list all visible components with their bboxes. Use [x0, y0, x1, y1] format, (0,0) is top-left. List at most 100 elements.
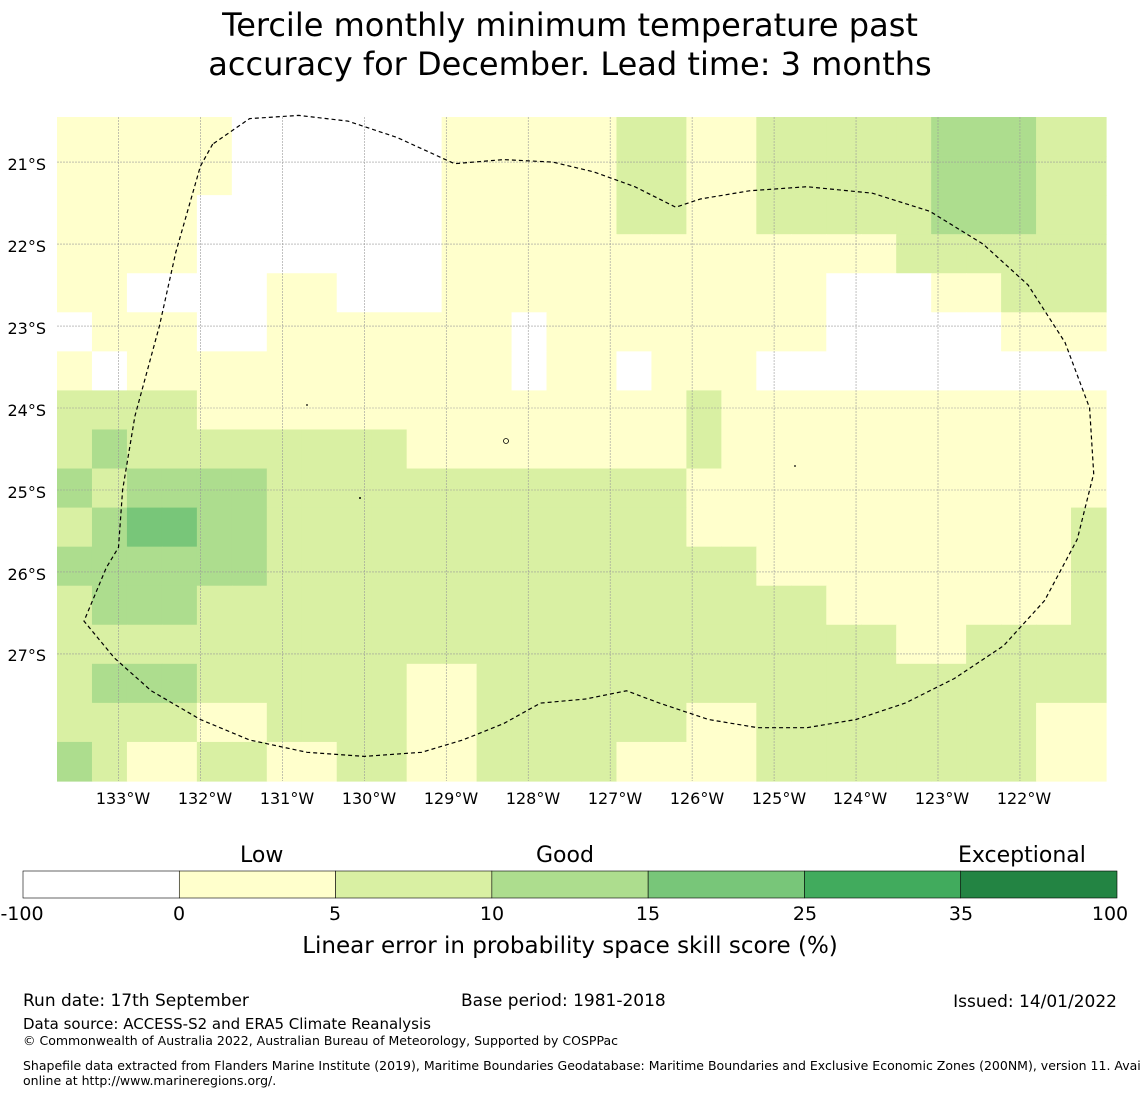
lat-label-21s: 21°S: [7, 155, 46, 174]
grid-cell: [1001, 429, 1037, 470]
grid-cell: [336, 195, 373, 235]
grid-cell: [861, 156, 897, 196]
grid-cell: [651, 429, 687, 470]
grid-cell: [651, 351, 687, 392]
grid-cell: [651, 741, 687, 782]
grid-cell: [966, 507, 1002, 548]
grid-cell: [931, 117, 967, 157]
grid-cell: [1001, 702, 1037, 743]
grid-cell: [826, 195, 862, 235]
grid-cell: [301, 546, 338, 587]
grid-cell: [441, 312, 478, 352]
grid-cell: [861, 546, 897, 587]
grid-cell: [616, 624, 653, 665]
grid-cell: [301, 312, 338, 352]
grid-cell: [476, 312, 513, 352]
grid-cell: [616, 234, 653, 274]
grid-cell: [266, 429, 303, 470]
grid-cell: [826, 741, 862, 782]
grid-cell: [126, 156, 163, 196]
grid-cell: [861, 117, 897, 157]
grid-cell: [91, 117, 128, 157]
chart-title: Tercile monthly minimum temperature past…: [0, 6, 1140, 84]
grid-cell: [721, 429, 757, 470]
grid-cell: [1036, 624, 1072, 665]
grid-cell: [161, 546, 198, 587]
grid-cell: [161, 234, 198, 274]
grid-cell: [266, 312, 303, 352]
grid-cell: [91, 390, 128, 431]
grid-cell: [931, 390, 967, 431]
grid-cell: [896, 195, 932, 235]
grid-cell: [511, 390, 548, 431]
grid-cell: [1036, 273, 1072, 313]
grid-cell: [161, 702, 198, 743]
grid-cell: [196, 195, 233, 235]
grid-cell: [441, 663, 478, 704]
grid-cell: [721, 624, 757, 665]
grid-cell: [581, 702, 618, 743]
grid-cell: [686, 390, 722, 431]
grid-cell: [861, 741, 897, 782]
grid-cell: [966, 273, 1002, 313]
grid-cell: [826, 468, 862, 509]
grid-cell: [301, 273, 338, 313]
grid-cell: [721, 156, 757, 196]
grid-cell: [406, 741, 443, 782]
grid-cell: [651, 468, 687, 509]
grid-cell: [371, 741, 408, 782]
grid-cell: [1036, 117, 1072, 157]
grid-cell: [721, 390, 757, 431]
chart-title-line-1: Tercile monthly minimum temperature past: [222, 6, 918, 44]
grid-cell: [931, 312, 967, 352]
grid-cell: [511, 468, 548, 509]
grid-cell: [546, 507, 583, 548]
grid-cell: [161, 741, 198, 782]
grid-cell: [616, 741, 653, 782]
grid-cell: [1071, 546, 1107, 587]
grid-cell: [1071, 702, 1107, 743]
grid-cell: [896, 741, 932, 782]
grid-cell: [686, 663, 722, 704]
grid-cell: [931, 507, 967, 548]
base-period: Base period: 1981-2018: [461, 991, 666, 1011]
grid-cell: [721, 507, 757, 548]
grid-cell: [196, 507, 233, 548]
grid-cell: [1036, 468, 1072, 509]
colorbar-tick: 0: [172, 903, 186, 925]
grid-cell: [301, 195, 338, 235]
grid-cell: [231, 429, 268, 470]
grid-cell: [441, 195, 478, 235]
grid-cell: [476, 156, 513, 196]
grid-cell: [896, 273, 932, 313]
grid-cell: [266, 741, 303, 782]
grid-cell: [546, 468, 583, 509]
grid-cell: [581, 156, 618, 196]
colorbar-segment: [22, 870, 180, 899]
grid-cell: [791, 273, 827, 313]
grid-cell: [896, 585, 932, 626]
grid-cell: [1001, 117, 1037, 157]
grid-cell: [896, 624, 932, 665]
grid-cell: [511, 624, 548, 665]
grid-cell: [476, 585, 513, 626]
grid-cell: [511, 312, 548, 352]
grid-cell: [91, 702, 128, 743]
grid-cell: [1036, 312, 1072, 352]
grid-cell: [126, 546, 163, 587]
grid-cell: [196, 390, 233, 431]
grid-cell: [861, 585, 897, 626]
grid-cell: [336, 546, 373, 587]
lat-label-23s: 23°S: [7, 319, 46, 338]
grid-cell: [406, 195, 443, 235]
lon-label-127w: 127°W: [587, 789, 643, 808]
grid-cell: [476, 468, 513, 509]
grid-cell: [91, 741, 128, 782]
grid-cell: [861, 624, 897, 665]
grid-cell: [161, 273, 198, 313]
grid-cell: [1036, 507, 1072, 548]
grid-cell: [126, 429, 163, 470]
grid-cell: [721, 468, 757, 509]
grid-cell: [1071, 351, 1107, 392]
grid-cell: [161, 351, 198, 392]
